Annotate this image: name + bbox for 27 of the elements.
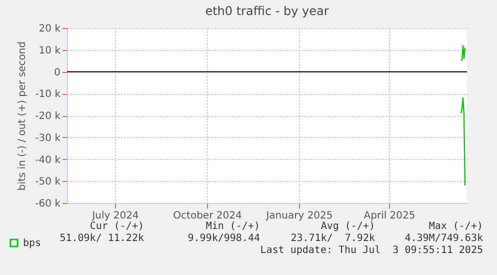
- chart-title: eth0 traffic - by year: [205, 4, 329, 18]
- y-tick-label: -60 k: [35, 198, 61, 210]
- y-tick-label: 20 k: [38, 24, 61, 34]
- text: Cur (-/+): [90, 221, 144, 233]
- text: 51.09k/ 11.22k: [60, 233, 144, 245]
- y-tick-label: -30 k: [35, 132, 61, 144]
- y-tick-label: -50 k: [35, 176, 61, 188]
- y-tick-label: -40 k: [35, 154, 61, 166]
- line-series: [460, 44, 466, 62]
- x-tick-label: July 2024: [91, 210, 139, 222]
- text: Last update: Thu Jul 3 09:55:11 2025: [260, 245, 483, 257]
- text: Max (-/+): [428, 221, 483, 233]
- y-tick-label: 10 k: [38, 45, 61, 56]
- x-tick-label: April 2025: [364, 210, 416, 222]
- legend-label: bps: [23, 238, 42, 249]
- text: 9.99k/998.44: [188, 233, 260, 245]
- text: 4.39M/749.63k: [404, 233, 483, 245]
- line-series: [460, 97, 466, 186]
- text: Min (-/+): [206, 221, 260, 233]
- text: 23.71k/ 7.92k: [290, 233, 375, 245]
- x-tick-label: January 2025: [265, 210, 333, 222]
- y-tick-label: 0: [54, 67, 60, 78]
- y-tick-label: -10 k: [35, 89, 61, 100]
- y-axis-title: bits in (-) / out (+) per second: [17, 41, 28, 191]
- text: Avg (-/+): [320, 221, 375, 233]
- y-tick-label: -20 k: [35, 111, 61, 122]
- x-tick-label: October 2024: [173, 210, 242, 222]
